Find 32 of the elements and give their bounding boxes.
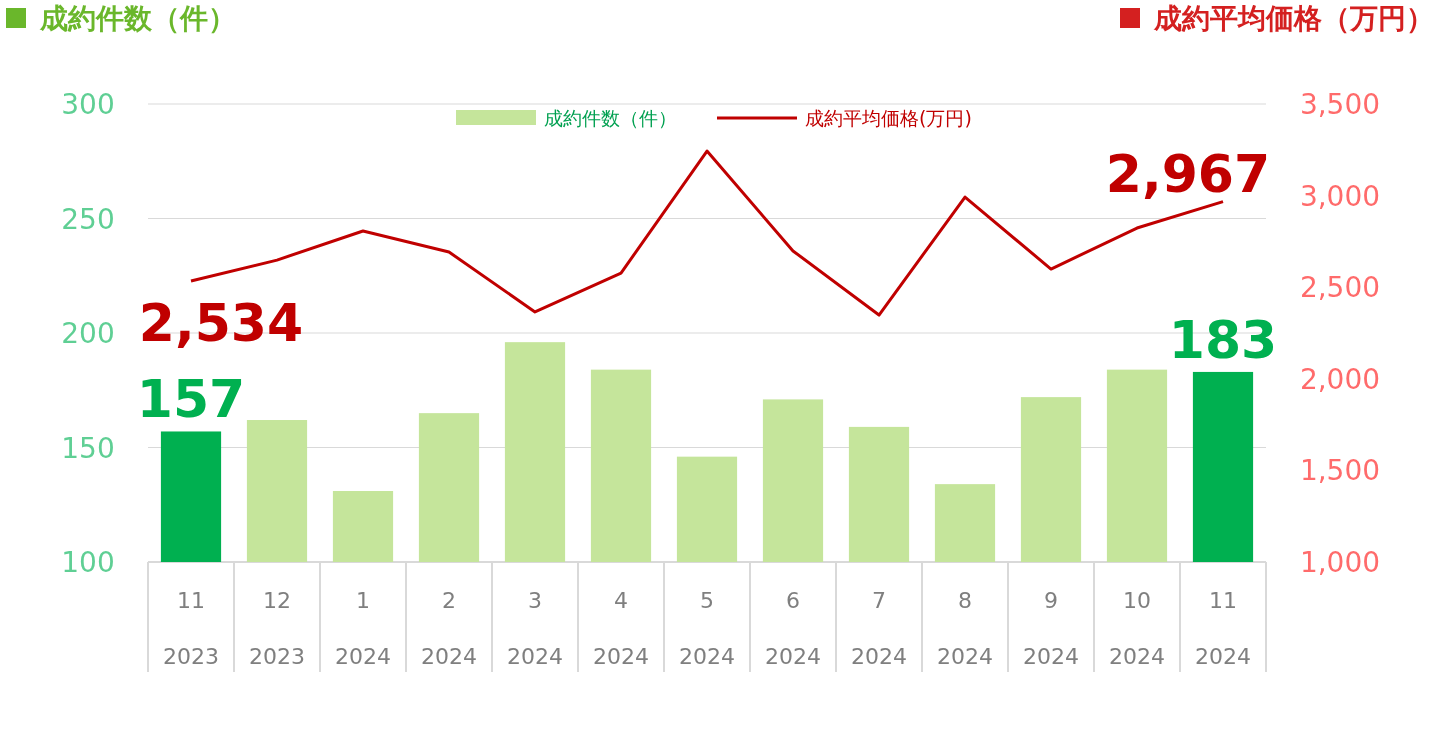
y-tick-label: 200 — [61, 317, 115, 350]
data-label: 183 — [1168, 309, 1278, 370]
data-label: 157 — [136, 369, 246, 430]
y2-tick-label: 3,000 — [1299, 179, 1381, 213]
y2-tick-label: 1,500 — [1299, 454, 1381, 488]
y-tick-label: 300 — [61, 88, 115, 121]
category-label: 11 2023 — [163, 588, 219, 669]
y-tick-label: 250 — [61, 202, 115, 236]
category-label: 9 2024 — [1023, 588, 1079, 669]
y2-tick-label: 2,500 — [1299, 271, 1381, 305]
category-label: 1 2024 — [335, 588, 391, 669]
category-label: 2 2024 — [421, 588, 477, 669]
category-label: 4 2024 — [593, 588, 649, 669]
y2-tick-label: 1,000 — [1299, 546, 1381, 579]
y2-tick-label: 2,000 — [1299, 362, 1381, 396]
y-axis-title: 成約件数（件） — [39, 2, 236, 35]
category-label: 12 2023 — [249, 588, 305, 669]
data-label: 2,967 — [1105, 143, 1271, 204]
category-label: 7 2024 — [851, 588, 907, 669]
category-label: 6 2024 — [765, 588, 821, 669]
y2-tick-label: 3,500 — [1299, 88, 1381, 121]
data-label: 2,534 — [138, 292, 304, 353]
category-label: 10 2024 — [1109, 588, 1165, 669]
y-tick-label: 100 — [61, 546, 115, 579]
category-label: 11 2024 — [1195, 588, 1251, 669]
y-tick-label: 150 — [61, 431, 115, 465]
category-label: 8 2024 — [937, 588, 993, 669]
category-label: 5 2024 — [679, 588, 735, 669]
category-label: 3 2024 — [507, 588, 563, 669]
legend-label: 成約平均価格(万円) — [805, 107, 972, 129]
legend-label: 成約件数（件） — [544, 107, 677, 129]
y2-axis-title: 成約平均価格（万円） — [1153, 2, 1434, 35]
